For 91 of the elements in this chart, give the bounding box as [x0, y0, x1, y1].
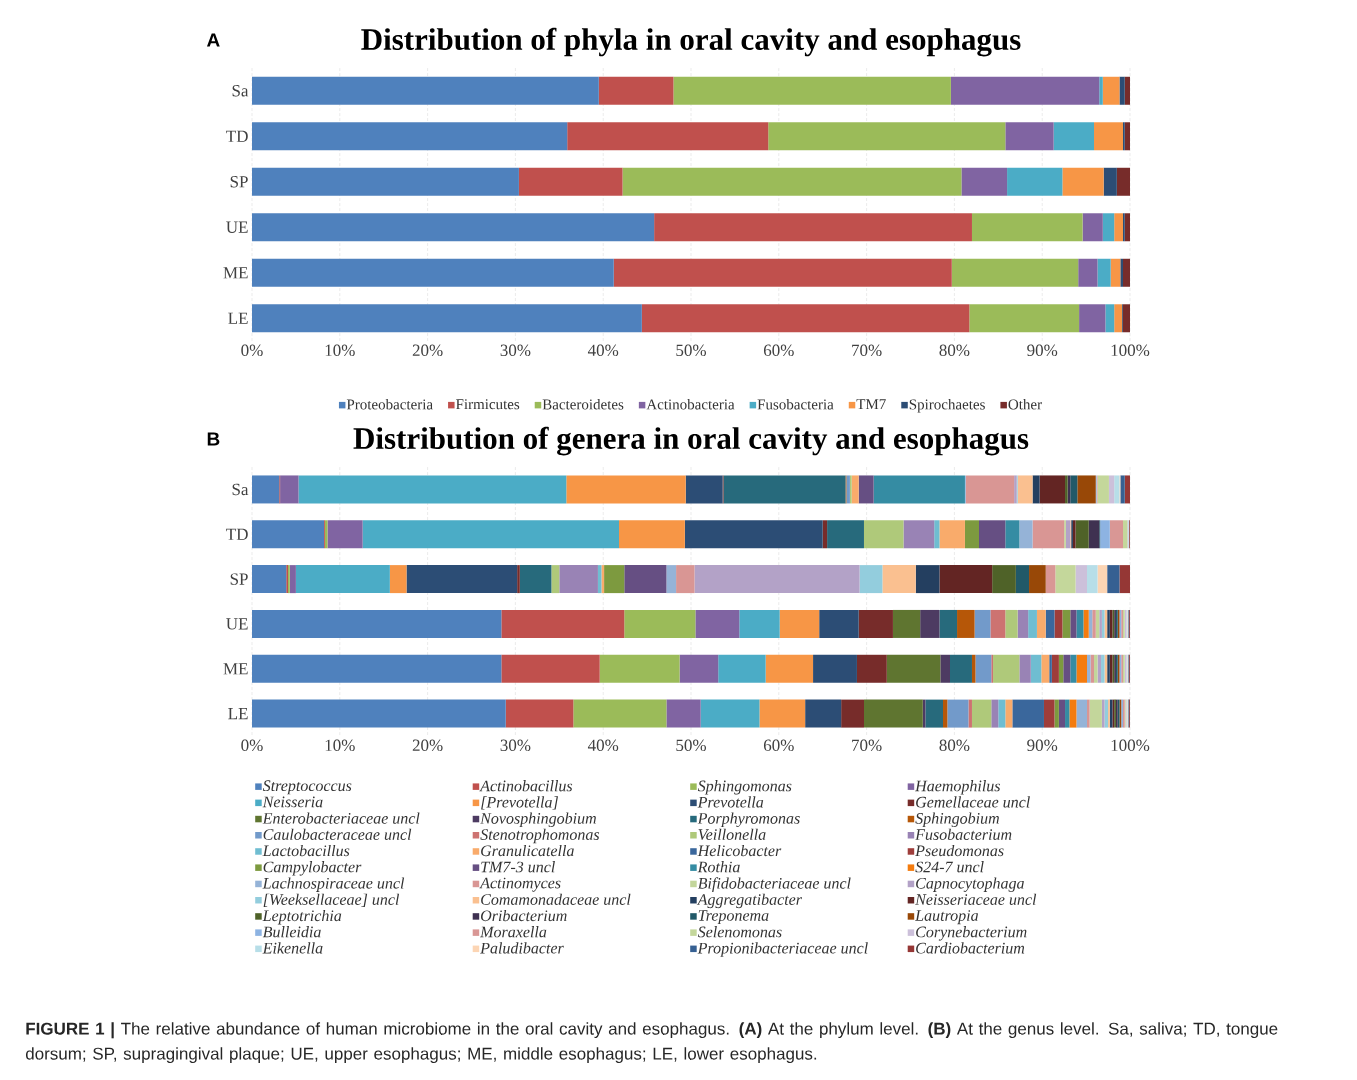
legend-label: Neisseria [262, 796, 323, 808]
legend-label: Other [1008, 398, 1042, 410]
chart-title: Distribution of phyla in oral cavity and esophagus [361, 27, 1021, 57]
legend-label: Helicobacter [697, 844, 782, 857]
legend-label: Comamonadaceae uncl [481, 893, 631, 905]
x-tick-label: 0% [241, 739, 263, 752]
legend-label: Porphyromonas [697, 812, 800, 828]
x-tick-label: 80% [939, 739, 970, 752]
y-tick-label: Sa [232, 85, 249, 97]
x-tick-label: 100% [1111, 739, 1150, 752]
x-tick-label: 90% [1027, 344, 1058, 357]
text: B [207, 432, 220, 446]
legend-label: Leptotrichia [262, 909, 342, 925]
legend-label: S24-7 uncl [915, 861, 984, 873]
legend-label: Capnocytophaga [916, 877, 1024, 892]
legend-label: Lautropia [915, 910, 979, 925]
x-tick-label: 50% [676, 344, 707, 357]
x-tick-label: 70% [852, 739, 882, 752]
legend-label: Bacteroidetes [542, 398, 624, 410]
y-tick-label: ME [223, 663, 248, 675]
chart-title: Distribution of genera in oral cavity and esophagus [353, 426, 1029, 456]
legend-label: Actinomyces [479, 877, 561, 892]
y-tick-label: SP [230, 573, 248, 585]
legend-label: Lactobacillus [262, 844, 350, 857]
legend-label: Spirochaetes [909, 398, 985, 413]
legend-label: Novosphingobium [480, 812, 596, 828]
x-tick-label: 50% [676, 739, 707, 752]
legend-label: Enterobacteriaceae uncl [262, 812, 420, 824]
x-tick-label: 10% [325, 344, 355, 357]
x-tick-label: 20% [412, 344, 443, 357]
legend-label: [Prevotella] [481, 796, 558, 810]
x-tick-label: 40% [587, 739, 619, 752]
legend-label: Moraxella [480, 926, 547, 938]
text: A [206, 33, 220, 47]
legend-label: Prevotella [697, 796, 764, 808]
x-tick-label: 30% [500, 739, 531, 752]
legend-label: Fusobacterium [915, 828, 1012, 840]
legend-label: Proteobacteria [346, 398, 433, 410]
legend-label: Haemophilus [915, 780, 1001, 795]
legend-label: Lachnospiraceae uncl [262, 877, 405, 892]
x-tick-label: 20% [412, 739, 443, 752]
legend-label: Stenotrophomonas [480, 828, 600, 844]
text: FIGURE 1 | The relative abundance of human microbiome in the oral cavity and esophagus. (A) At the phylum level. (B) At the genus level. Sa, saliva; TD, tongue dorsum; SP, supragingival plaque; UE, upper esophagus; ME, middle esophagus; LE, lower esophagus. [25, 1022, 1278, 1064]
legend-label: Actinobacteria [646, 398, 735, 410]
y-tick-label: TD [226, 130, 248, 142]
legend-label: Neisseriaceae uncl [915, 893, 1037, 905]
legend-label: Eikenella [262, 942, 323, 954]
legend-label: Oribacterium [481, 909, 567, 922]
legend-label: Pseudomonas [915, 844, 1004, 857]
y-tick-label: LE [228, 312, 248, 324]
y-tick-label: UE [226, 618, 248, 630]
x-tick-label: 60% [763, 739, 794, 752]
y-tick-label: TD [226, 528, 248, 540]
legend-label: TM7 [856, 399, 886, 410]
legend-label: Campylobacter [263, 861, 362, 876]
legend-label: Propionibacteriaceae uncl [697, 942, 868, 957]
legend-label: Sphingobium [915, 812, 999, 828]
x-tick-label: 70% [852, 344, 882, 357]
legend-label: Gemellaceae uncl [916, 796, 1030, 808]
legend-label: Rothia [697, 861, 740, 873]
legend-label: Actinobacillus [479, 780, 573, 792]
legend-label: Treponema [698, 910, 769, 925]
legend-label: Streptococcus [262, 780, 352, 795]
x-tick-label: 40% [587, 344, 619, 357]
x-tick-label: 0% [241, 344, 263, 357]
x-tick-label: 100% [1111, 344, 1150, 357]
legend-label: Firmicutes [456, 399, 520, 410]
legend-label: Bifidobacteriaceae uncl [697, 877, 851, 892]
legend-label: Selenomonas [697, 926, 782, 938]
legend-label: Paludibacter [480, 942, 564, 954]
y-tick-label: SP [230, 176, 248, 188]
legend-label: Fusobacteria [757, 398, 834, 410]
legend-label: Aggregatibacter [696, 893, 803, 909]
legend-label: [Weeksellaceae] uncl [263, 893, 400, 907]
x-tick-label: 30% [500, 344, 531, 357]
y-tick-label: Sa [232, 483, 249, 496]
legend-label: Sphingomonas [697, 780, 792, 795]
x-tick-label: 80% [939, 344, 970, 357]
x-tick-label: 60% [763, 344, 794, 357]
legend-label: Granulicatella [481, 844, 574, 857]
x-tick-label: 10% [325, 739, 355, 752]
legend-label: Corynebacterium [916, 926, 1027, 941]
x-tick-label: 90% [1027, 739, 1058, 752]
legend-label: Caulobacteraceae uncl [263, 828, 412, 840]
y-tick-label: UE [226, 221, 248, 233]
legend-label: Veillonella [698, 828, 766, 841]
y-tick-label: LE [228, 708, 248, 720]
legend-label: Cardiobacterium [916, 942, 1025, 954]
y-tick-label: ME [223, 267, 248, 279]
legend-label: TM7-3 uncl [481, 861, 555, 873]
legend-label: Bulleidia [262, 926, 321, 938]
